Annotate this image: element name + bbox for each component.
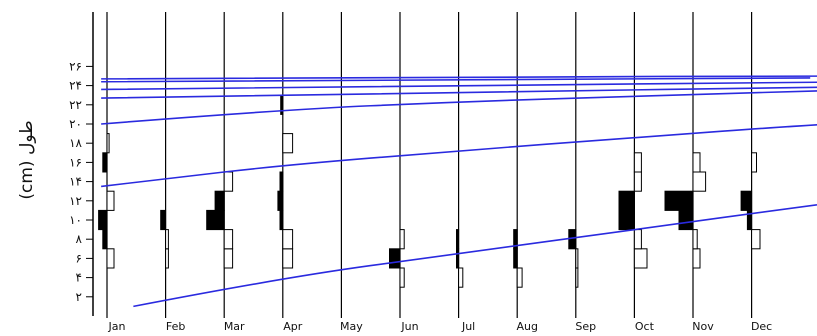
y-tick-label: ۱۴ bbox=[69, 175, 82, 189]
positive-bar bbox=[692, 248, 701, 269]
month-label: Nov bbox=[692, 320, 714, 333]
growth-curve bbox=[101, 86, 817, 99]
growth-curve bbox=[133, 203, 817, 308]
y-tick-label: ۱۶ bbox=[69, 155, 82, 169]
positive-bar bbox=[399, 229, 405, 250]
month-label: Feb bbox=[166, 320, 185, 333]
negative-bar bbox=[664, 190, 694, 211]
y-tick-label: ۸ bbox=[76, 232, 83, 246]
positive-bar bbox=[633, 171, 642, 192]
positive-bar bbox=[282, 229, 294, 250]
negative-bar bbox=[214, 190, 225, 211]
histogram-bars bbox=[98, 94, 761, 288]
negative-bar bbox=[102, 152, 108, 173]
y-tick-label: ۲ bbox=[76, 290, 82, 304]
negative-bar bbox=[618, 190, 635, 211]
growth-curves bbox=[101, 75, 817, 308]
negative-bar bbox=[618, 209, 635, 231]
negative-bar bbox=[279, 171, 284, 192]
positive-bar bbox=[633, 248, 648, 269]
y-tick-label: ۱۸ bbox=[69, 136, 82, 150]
month-lines bbox=[106, 12, 753, 318]
positive-bar bbox=[751, 152, 757, 173]
negative-bar bbox=[513, 229, 518, 250]
positive-bar bbox=[458, 267, 464, 288]
negative-bar bbox=[102, 229, 108, 250]
negative-bar bbox=[513, 248, 518, 269]
negative-bar bbox=[389, 248, 401, 269]
y-tick-label: ۲۴ bbox=[69, 79, 82, 93]
positive-bar bbox=[633, 152, 642, 173]
positive-bar bbox=[633, 229, 642, 250]
positive-bar bbox=[165, 248, 169, 269]
negative-bar bbox=[279, 209, 284, 231]
positive-bar bbox=[692, 229, 698, 250]
negative-bar bbox=[740, 190, 753, 211]
positive-bar bbox=[106, 190, 115, 211]
negative-bar bbox=[456, 248, 460, 269]
negative-bar bbox=[98, 209, 108, 231]
month-labels: Jan Feb Mar Apr May Jun Jul Aug Sep Oct Nov Dec bbox=[108, 320, 773, 333]
positive-bar bbox=[575, 248, 579, 269]
y-tick-label: ۴ bbox=[76, 271, 82, 285]
month-label: Jul bbox=[461, 320, 475, 333]
positive-bar bbox=[223, 229, 234, 250]
y-axis-title: طول (cm) bbox=[17, 120, 37, 199]
y-tick-label: ۲۶ bbox=[69, 59, 82, 73]
month-label: Aug bbox=[516, 320, 537, 333]
month-label: Jun bbox=[400, 320, 418, 333]
negative-bar bbox=[206, 209, 225, 231]
positive-bar bbox=[165, 229, 169, 250]
month-label: Dec bbox=[751, 320, 772, 333]
positive-bar bbox=[692, 152, 701, 173]
month-label: May bbox=[340, 320, 363, 333]
y-tick-label: ۱۰ bbox=[69, 213, 82, 227]
month-label: Oct bbox=[635, 320, 655, 333]
month-label: Apr bbox=[283, 320, 303, 333]
positive-bar bbox=[282, 248, 294, 269]
negative-bar bbox=[277, 190, 284, 211]
y-tick-label: ۶ bbox=[76, 251, 82, 265]
negative-bar bbox=[456, 229, 460, 250]
negative-bar bbox=[160, 209, 167, 231]
month-label: Jan bbox=[108, 320, 126, 333]
positive-bar bbox=[223, 248, 234, 269]
positive-bar bbox=[692, 171, 707, 192]
positive-bar bbox=[399, 267, 405, 288]
growth-curve bbox=[101, 90, 817, 125]
positive-bar bbox=[106, 133, 110, 154]
growth-curve bbox=[101, 81, 817, 91]
month-label: Sep bbox=[575, 320, 596, 333]
positive-bar bbox=[575, 267, 579, 288]
positive-bar bbox=[282, 133, 294, 154]
positive-bar bbox=[106, 248, 115, 269]
negative-bar bbox=[678, 209, 694, 231]
positive-bar bbox=[223, 171, 234, 192]
positive-bar bbox=[516, 267, 523, 288]
growth-curve bbox=[101, 75, 817, 80]
positive-bar bbox=[751, 229, 761, 250]
growth-curve bbox=[101, 77, 811, 83]
month-label: Mar bbox=[224, 320, 245, 333]
growth-curve bbox=[101, 123, 817, 188]
y-tick-label: ۲۲ bbox=[69, 98, 82, 112]
y-tick-label: ۱۲ bbox=[69, 194, 82, 208]
y-tick-label: ۲۰ bbox=[69, 117, 82, 131]
